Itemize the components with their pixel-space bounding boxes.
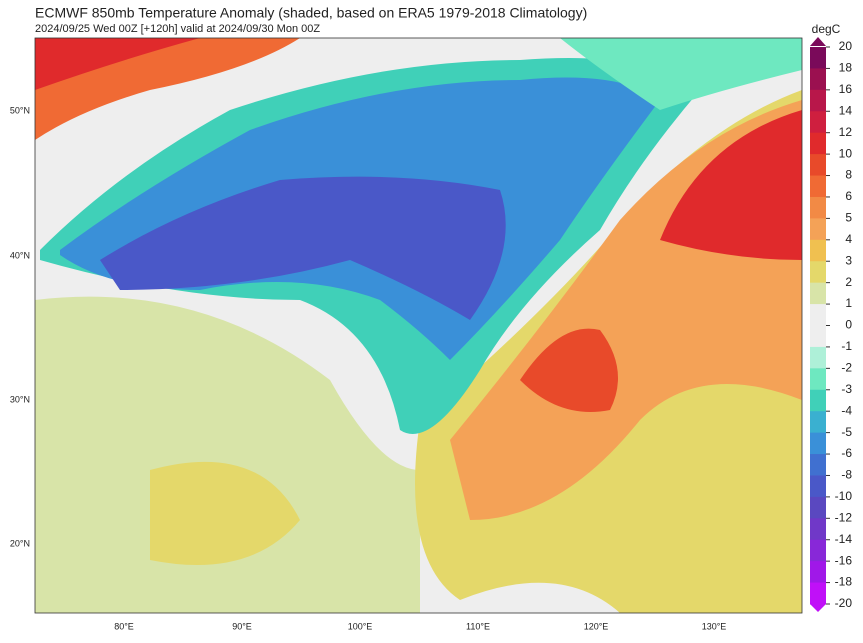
colorbar-label: 5	[845, 211, 852, 225]
colorbar-segment	[810, 175, 826, 198]
colorbar-label: -5	[841, 425, 852, 439]
colorbar-label: 1	[845, 296, 852, 310]
colorbar-label: 8	[845, 168, 852, 182]
subtitle: 2024/09/25 Wed 00Z [+120h] valid at 2024…	[35, 23, 320, 35]
colorbar-unit: degC	[812, 22, 841, 36]
colorbar-label: 4	[845, 232, 852, 246]
colorbar-segment	[810, 304, 826, 326]
colorbar-label: -3	[841, 382, 852, 396]
colorbar-segment	[810, 582, 826, 605]
lon-label: 90°E	[232, 621, 252, 631]
colorbar-label: -1	[841, 339, 852, 353]
colorbar-segment	[810, 454, 826, 476]
colorbar-label: -2	[841, 361, 852, 375]
colorbar-segment	[810, 539, 826, 562]
colorbar-segment	[810, 154, 826, 177]
map-frame	[34, 37, 803, 614]
lon-label: 80°E	[114, 621, 134, 631]
colorbar-segment	[810, 218, 826, 241]
colorbar-segment	[810, 389, 826, 412]
colorbar-segment	[810, 518, 826, 541]
colorbar-segment	[810, 475, 826, 498]
colorbar-label: -12	[835, 510, 853, 524]
colorbar-label: 20	[839, 39, 853, 53]
colorbar-label: 10	[839, 146, 853, 160]
colorbar-label: 18	[839, 61, 853, 75]
colorbar-label: 2	[845, 275, 852, 289]
lon-label: 130°E	[702, 621, 727, 631]
lon-label: 110°E	[466, 621, 490, 631]
lat-label: 50°N	[10, 105, 30, 115]
colorbar-label: -6	[841, 446, 852, 460]
colorbar-extend-bottom	[810, 604, 826, 612]
colorbar-label: -10	[835, 489, 853, 503]
lat-label: 40°N	[10, 250, 30, 260]
colorbar-segment	[810, 89, 826, 112]
colorbar-segment	[810, 261, 826, 284]
colorbar-segment	[810, 368, 826, 391]
lon-label: 100°E	[348, 621, 373, 631]
lat-label: 30°N	[10, 394, 30, 404]
colorbar-segment	[810, 325, 826, 348]
colorbar-segment	[810, 47, 826, 69]
colorbar-label: 16	[839, 82, 853, 96]
colorbar-label: -8	[841, 468, 852, 482]
colorbar-segment	[810, 561, 826, 584]
colorbar-segment	[810, 68, 826, 91]
colorbar-segment	[810, 111, 826, 134]
colorbar-label: -20	[835, 596, 853, 610]
colorbar-segment	[810, 411, 826, 434]
colorbar-segment	[810, 282, 826, 305]
colorbar-label: 12	[839, 125, 853, 139]
colorbar-segment	[810, 432, 826, 455]
title: ECMWF 850mb Temperature Anomaly (shaded,…	[35, 5, 587, 21]
colorbar-label: 3	[845, 253, 852, 267]
colorbar-label: 6	[845, 189, 852, 203]
colorbar-label: -14	[835, 532, 853, 546]
colorbar-label: 14	[839, 103, 853, 117]
colorbar-label: -4	[841, 403, 852, 417]
colorbar-segment	[810, 196, 826, 219]
colorbar-label: -16	[835, 553, 853, 567]
colorbar-label: -18	[835, 575, 853, 589]
colorbar-segment	[810, 346, 826, 369]
colorbar-segment	[810, 132, 826, 155]
lon-label: 120°E	[584, 621, 609, 631]
colorbar-segment	[810, 239, 826, 262]
colorbar-extend-top	[810, 37, 826, 46]
colorbar-label: 0	[845, 318, 852, 332]
colorbar-segment	[810, 496, 826, 519]
map	[35, 38, 802, 613]
lat-label: 20°N	[10, 538, 30, 548]
